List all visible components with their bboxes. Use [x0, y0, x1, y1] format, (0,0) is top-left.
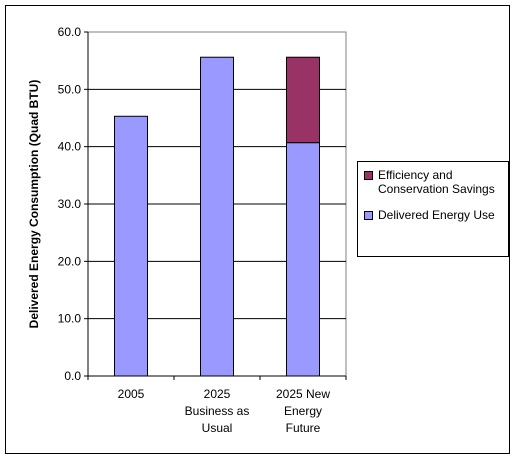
y-tick-label: 0.0	[64, 369, 81, 383]
x-tick-label: Future	[286, 421, 321, 435]
y-tick-labels: 0.0 10.0 20.0 30.0 40.0 50.0 60.0	[58, 25, 82, 383]
legend-label-efficiency-line1: Efficiency and	[378, 168, 453, 182]
x-tick-label: 2025	[204, 387, 231, 401]
y-tick-label: 60.0	[58, 25, 82, 39]
y-tick-label: 40.0	[58, 140, 82, 154]
y-axis-label: Delivered Energy Consumption (Quad BTU)	[27, 80, 41, 329]
legend-label-delivered: Delivered Energy Use	[378, 208, 495, 222]
legend-label-efficiency: Efficiency and Conservation Savings	[378, 168, 495, 196]
y-tick-label: 10.0	[58, 312, 82, 326]
x-tick-label: Usual	[202, 421, 233, 435]
x-tick-label: Business as	[185, 404, 250, 418]
x-tick-label: 2005	[118, 387, 145, 401]
x-tick-label: Energy	[284, 404, 322, 418]
bar	[200, 56, 234, 377]
legend: Efficiency and Conservation Savings Deli…	[357, 161, 509, 257]
bars	[114, 56, 320, 377]
x-tick-label: 2025 New	[276, 387, 330, 401]
y-tick-label: 20.0	[58, 254, 82, 268]
axes	[84, 31, 347, 380]
legend-swatch-delivered	[364, 211, 373, 220]
bar	[114, 115, 148, 377]
legend-swatch-efficiency	[364, 171, 373, 180]
bar	[286, 56, 320, 144]
y-tick-label: 50.0	[58, 82, 82, 96]
x-tick-labels: 2005 2025 Business as Usual 2025 New Energy Fu…	[118, 387, 331, 435]
legend-label-efficiency-line2: Conservation Savings	[378, 182, 495, 196]
y-tick-label: 30.0	[58, 197, 82, 211]
bar	[286, 142, 320, 377]
